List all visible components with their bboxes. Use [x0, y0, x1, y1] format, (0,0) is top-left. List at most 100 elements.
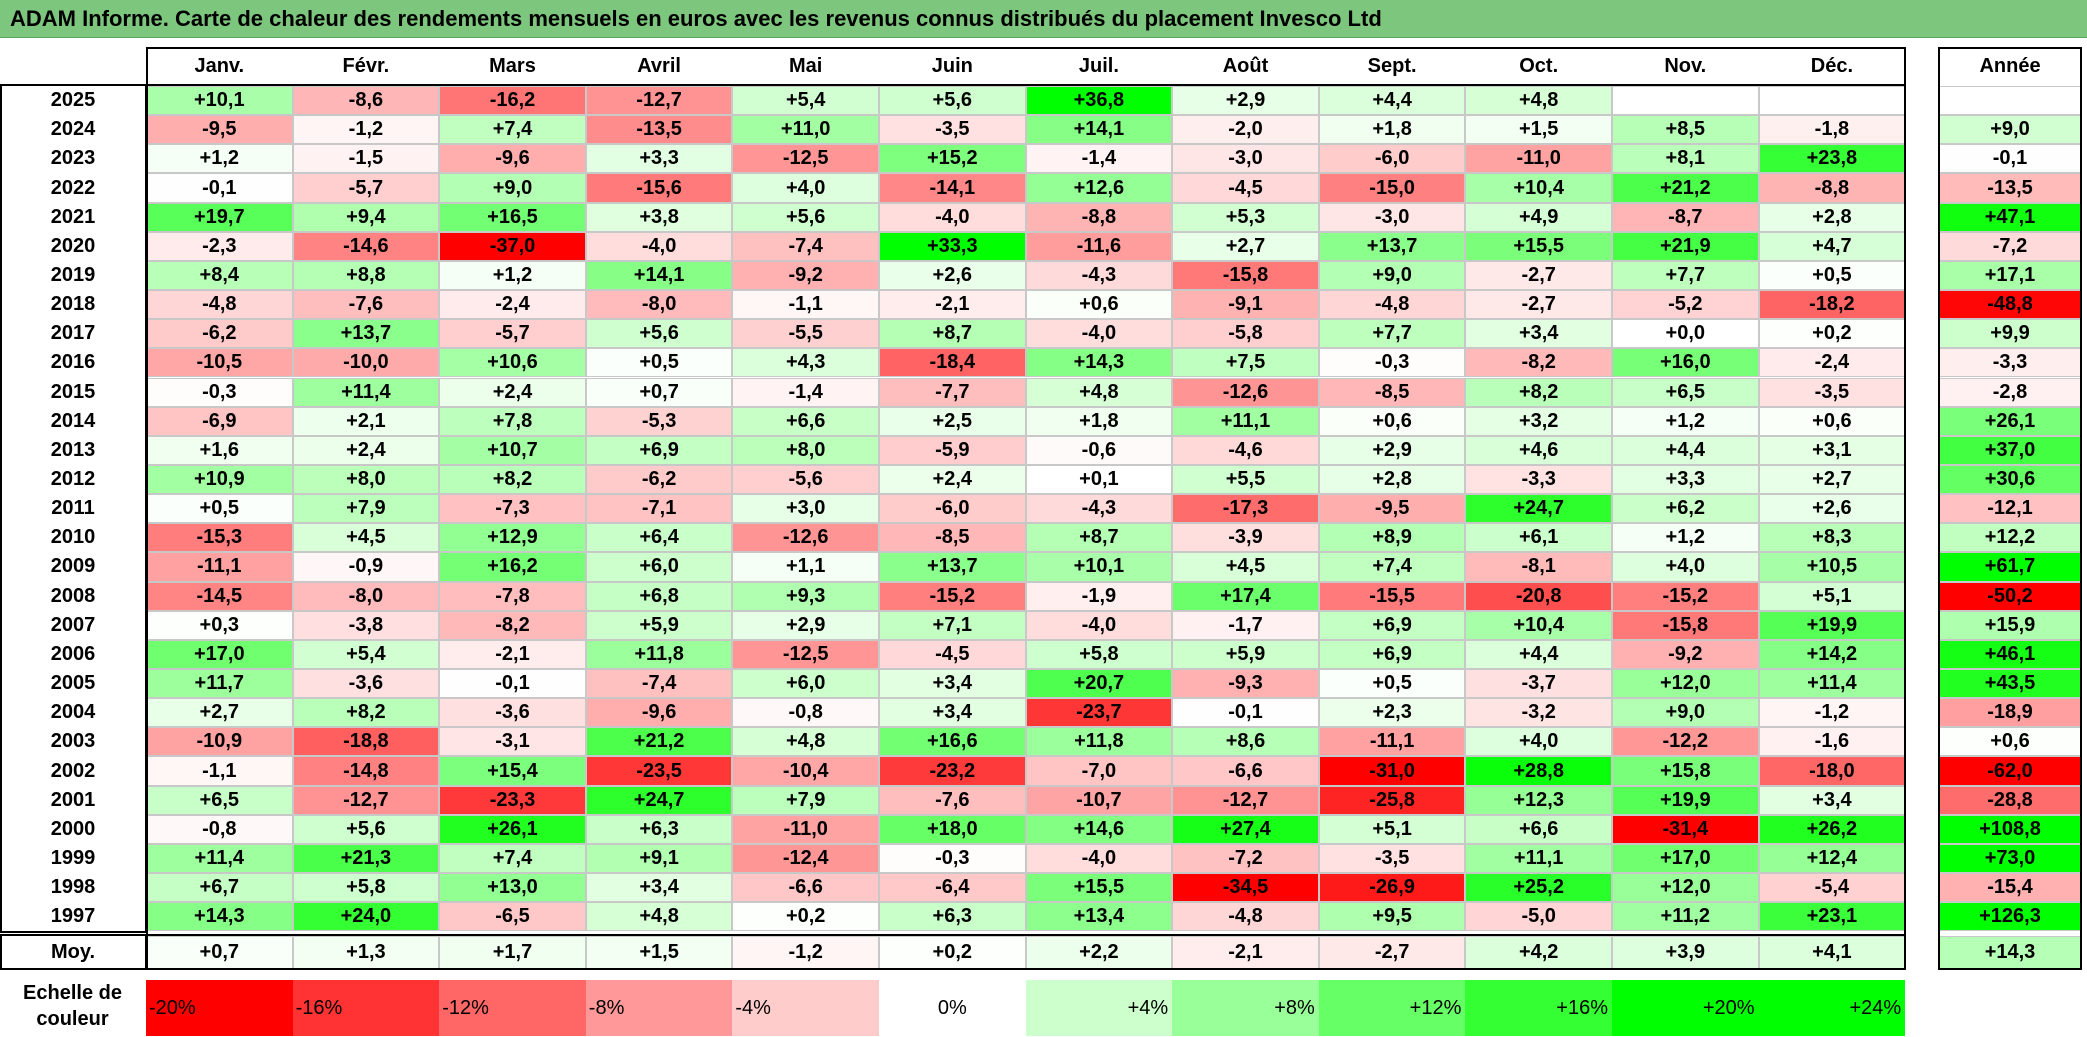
heatmap-cell: +36,8 — [1025, 86, 1173, 116]
heatmap-cell: +7,9 — [732, 785, 879, 815]
heatmap-cell: +24,0 — [292, 902, 440, 932]
heatmap-cell: +14,1 — [1025, 115, 1173, 145]
heatmap-cell: +19,9 — [1612, 785, 1759, 815]
heatmap-cell: -0,3 — [879, 843, 1026, 874]
heatmap-cell: +5,6 — [879, 86, 1026, 116]
average-rule — [0, 934, 1906, 937]
heatmap-cell: +10,9 — [146, 464, 293, 495]
annual-cell — [1938, 86, 2082, 116]
heatmap-cell: +5,9 — [585, 610, 733, 640]
heatmap-cell: +5,9 — [1172, 639, 1319, 669]
heatmap-cell: +8,0 — [292, 464, 440, 495]
heatmap-cell: +15,8 — [1612, 756, 1759, 786]
heatmap-cell: -31,0 — [1318, 756, 1466, 786]
year-label: 2008 — [50, 584, 96, 607]
heatmap-cell: -12,7 — [585, 86, 733, 116]
title-bar: ADAM Informe. Carte de chaleur des rende… — [0, 0, 2087, 38]
heatmap-cell: +11,2 — [1612, 902, 1759, 932]
heatmap-cell: +3,4 — [585, 873, 733, 903]
heatmap-cell: +4,8 — [1465, 86, 1612, 116]
heatmap-cell: +7,1 — [879, 610, 1026, 640]
heatmap-cell: -8,5 — [1318, 377, 1466, 407]
heatmap-cell: -10,7 — [1025, 785, 1173, 815]
heatmap-cell: -4,0 — [879, 202, 1026, 232]
heatmap-cell: -9,5 — [1318, 494, 1466, 524]
heatmap-cell: +7,9 — [292, 494, 440, 524]
heatmap-cell: +0,5 — [585, 348, 733, 378]
heatmap-cell: +6,9 — [585, 435, 733, 465]
chart-title: ADAM Informe. Carte de chaleur des rende… — [10, 6, 1382, 31]
average-cell: +1,7 — [439, 936, 586, 970]
heatmap-cell: +17,0 — [1612, 843, 1759, 874]
color-scale-label: Echelle de couleur — [23, 982, 122, 1030]
annual-cell: +46,1 — [1938, 639, 2082, 669]
heatmap-cell: +21,3 — [292, 843, 440, 874]
heatmap-cell: -1,7 — [1172, 610, 1319, 640]
color-scale-stop: +8% — [1172, 980, 1319, 1036]
heatmap-cell: -7,8 — [439, 581, 586, 611]
heatmap-cell: +28,8 — [1465, 756, 1612, 786]
color-scale-stop: -16% — [292, 980, 440, 1036]
annual-cell: -48,8 — [1938, 290, 2082, 320]
heatmap-cell: -12,6 — [1172, 377, 1319, 407]
heatmap-cell: +0,5 — [1758, 260, 1906, 291]
heatmap-cell: +14,3 — [146, 902, 293, 932]
heatmap-cell: -7,3 — [439, 494, 586, 524]
annual-cell: +9,9 — [1938, 319, 2082, 349]
heatmap-cell: -5,5 — [732, 319, 879, 349]
annual-cell: +47,1 — [1938, 202, 2082, 232]
heatmap-cell: -8,2 — [439, 610, 586, 640]
heatmap-cell: +0,0 — [1612, 319, 1759, 349]
heatmap-cell: +12,9 — [439, 523, 586, 553]
heatmap-cell: +5,1 — [1758, 581, 1906, 611]
heatmap-cell: -5,6 — [732, 464, 879, 495]
heatmap-cell: -0,1 — [1172, 698, 1319, 728]
heatmap-cell: +3,8 — [585, 202, 733, 232]
heatmap-cell: +5,1 — [1318, 814, 1466, 844]
heatmap-cell: -11,0 — [1465, 144, 1612, 174]
year-label: 2021 — [50, 205, 96, 228]
heatmap-cell: -9,5 — [146, 115, 293, 145]
heatmap-cell: +16,5 — [439, 202, 586, 232]
heatmap-cell: +2,7 — [146, 698, 293, 728]
heatmap-cell: -23,5 — [585, 756, 733, 786]
heatmap-cell: +8,7 — [879, 319, 1026, 349]
heatmap-cell: +1,5 — [1465, 115, 1612, 145]
header-rule — [0, 84, 1906, 86]
heatmap-cell: -7,4 — [585, 669, 733, 699]
average-cell: +4,1 — [1758, 936, 1906, 970]
heatmap-cell: +4,0 — [1612, 552, 1759, 582]
average-cell: +1,5 — [585, 936, 733, 970]
heatmap-cell: -18,8 — [292, 727, 440, 757]
heatmap-cell: +5,8 — [1025, 639, 1173, 669]
year-column-header: Année — [1938, 49, 2082, 83]
heatmap-cell: +11,0 — [732, 115, 879, 145]
year-label: 2025 — [50, 89, 96, 112]
color-scale-stop: +24% — [1758, 980, 1906, 1036]
year-label: 2005 — [50, 672, 96, 695]
heatmap-cell: +2,9 — [1172, 86, 1319, 116]
heatmap-cell: +8,6 — [1172, 727, 1319, 757]
heatmap-cell: +6,6 — [732, 406, 879, 436]
heatmap-cell: +16,2 — [439, 552, 586, 582]
heatmap-cell: +4,5 — [1172, 552, 1319, 582]
heatmap-cell: -0,8 — [732, 698, 879, 728]
heatmap-cell: +6,5 — [146, 785, 293, 815]
heatmap-cell: -1,5 — [292, 144, 440, 174]
heatmap-cell: +0,7 — [585, 377, 733, 407]
heatmap-cell: +4,0 — [732, 173, 879, 203]
heatmap-cell: +11,8 — [1025, 727, 1173, 757]
heatmap-cell: +5,3 — [1172, 202, 1319, 232]
heatmap-cell: -1,8 — [1758, 115, 1906, 145]
heatmap-cell: +10,4 — [1465, 173, 1612, 203]
average-cell: +2,2 — [1025, 936, 1173, 970]
heatmap-cell: -1,9 — [1025, 581, 1173, 611]
heatmap-cell: -13,5 — [585, 115, 733, 145]
average-cell: -1,2 — [732, 936, 879, 970]
heatmap-cell: -2,3 — [146, 231, 293, 261]
average-cell: +0,2 — [879, 936, 1026, 970]
heatmap-cell: +10,1 — [1025, 552, 1173, 582]
year-label: 2024 — [50, 118, 96, 141]
heatmap-cell: -12,6 — [732, 523, 879, 553]
heatmap-cell: -23,2 — [879, 756, 1026, 786]
